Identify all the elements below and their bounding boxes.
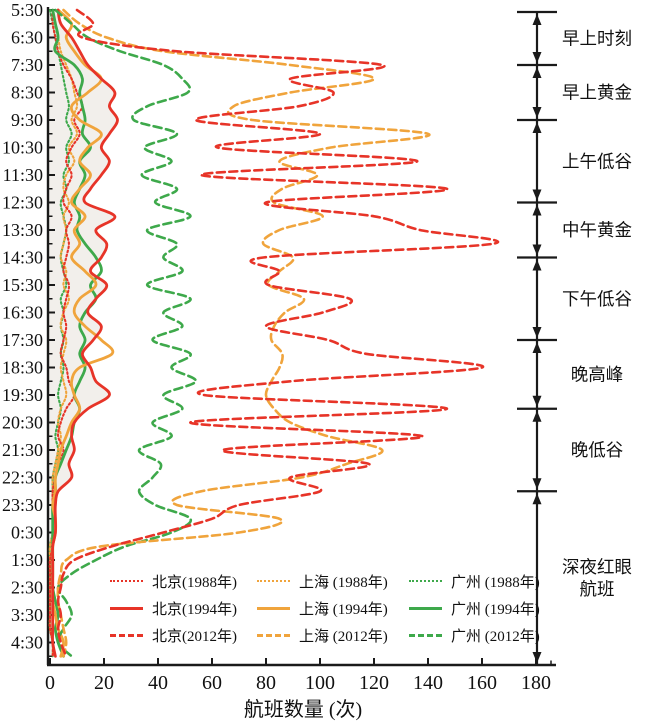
series-beijing-2012 <box>56 8 500 658</box>
y-tick-label: 3:30 <box>11 605 43 625</box>
y-tick-label: 20:30 <box>2 413 43 433</box>
y-tick-label: 5:30 <box>11 0 43 20</box>
y-tick-label: 11:30 <box>3 165 43 185</box>
annotation-label: 深夜红眼 <box>562 557 632 577</box>
y-tick-label: 23:30 <box>2 495 43 515</box>
y-tick-label: 7:30 <box>11 55 43 75</box>
series-guangzhou-2012 <box>54 8 198 658</box>
x-tick-label: 180 <box>521 672 551 694</box>
axes <box>46 7 556 667</box>
x-tick-label: 80 <box>256 672 276 694</box>
y-tick-label: 13:30 <box>2 220 43 240</box>
y-tick-label: 22:30 <box>2 468 43 488</box>
y-tick-label: 0:30 <box>11 523 43 543</box>
y-tick-label: 12:30 <box>2 193 43 213</box>
y-tick-label: 4:30 <box>11 633 43 653</box>
x-axis-title: 航班数量 (次) <box>243 699 363 721</box>
y-axis-ticks-labels: 5:30 6:30 7:30 8:30 9:30 10:30 11:30 12:30 13:30… <box>2 0 55 657</box>
y-tick-label: 2:30 <box>11 578 43 598</box>
y-tick-label: 18:30 <box>2 358 43 378</box>
y-tick-label: 19:30 <box>2 385 43 405</box>
annotation-label: 上午低谷 <box>562 151 632 171</box>
x-axis-ticks-labels: 0 20 40 60 80 100 120 140 160 180 <box>45 658 552 694</box>
x-tick-label: 60 <box>202 672 222 694</box>
y-tick-label: 9:30 <box>11 110 43 130</box>
y-tick-label: 15:30 <box>2 275 43 295</box>
y-tick-label: 21:30 <box>2 440 43 460</box>
series-shanghai-1988 <box>48 8 79 658</box>
y-tick-label: 17:30 <box>2 330 43 350</box>
annotation-label: 航班 <box>580 579 615 599</box>
annotation-label: 晚高峰 <box>571 364 624 384</box>
y-tick-label: 14:30 <box>2 248 43 268</box>
y-tick-label: 10:30 <box>2 138 43 158</box>
y-tick-label: 1:30 <box>11 550 43 570</box>
series-beijing-1994 <box>51 8 119 658</box>
x-tick-label: 160 <box>467 672 497 694</box>
annotation-label: 中午黄金 <box>562 220 632 240</box>
x-tick-label: 100 <box>305 672 335 694</box>
annotation-label: 晚低谷 <box>571 440 624 460</box>
y-tick-label: 8:30 <box>11 83 43 103</box>
series-shanghai-2012 <box>56 8 431 658</box>
x-tick-label: 40 <box>148 672 168 694</box>
x-tick-label: 140 <box>413 672 443 694</box>
annotation-label: 早上时刻 <box>562 29 632 49</box>
annotation-label: 下午低谷 <box>562 289 632 309</box>
y-tick-label: 6:30 <box>11 28 43 48</box>
series-guangzhou-1988 <box>48 8 73 658</box>
x-tick-label: 0 <box>45 672 55 694</box>
y-tick-label: 16:30 <box>2 303 43 323</box>
x-tick-label: 20 <box>94 672 114 694</box>
annotation-label: 早上黄金 <box>562 83 632 103</box>
x-tick-label: 120 <box>359 672 389 694</box>
